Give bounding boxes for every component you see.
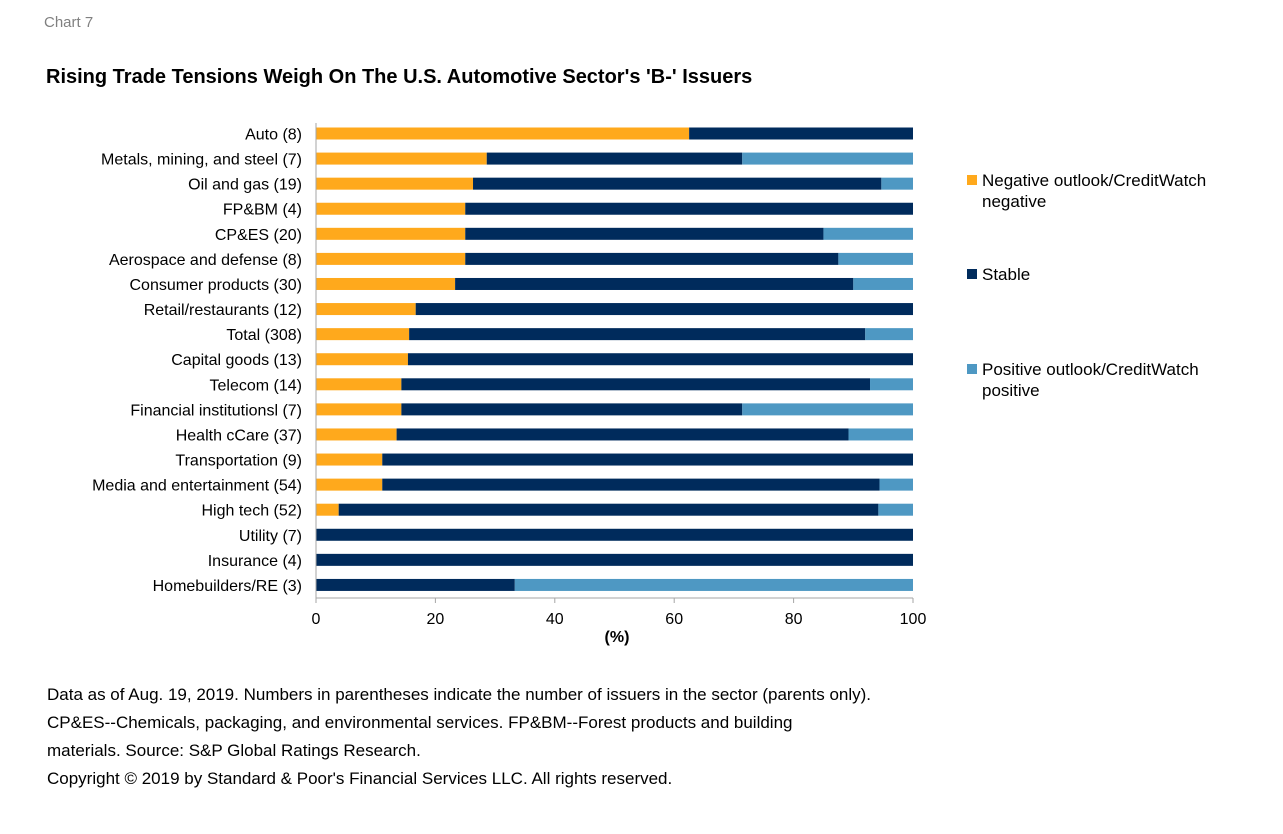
- footnote-copyright: Copyright © 2019 by Standard & Poor's Fi…: [47, 769, 673, 788]
- chart-title: Rising Trade Tensions Weigh On The U.S. …: [46, 66, 753, 88]
- bar-segment: [316, 152, 487, 165]
- bar-segment: [742, 152, 913, 165]
- bar-segment: [514, 578, 913, 591]
- bar-segment: [401, 378, 871, 391]
- bar-segment: [465, 227, 824, 240]
- bar-segment: [409, 328, 866, 341]
- legend-swatch: [967, 175, 977, 185]
- x-tick-label: 40: [546, 611, 564, 628]
- x-tick-label: 20: [427, 611, 445, 628]
- category-label: FP&BM (4): [223, 202, 302, 219]
- bar-segment: [316, 328, 410, 341]
- bar-segment: [316, 403, 402, 416]
- footnote-abbreviations: CP&ES--Chemicals, packaging, and environ…: [47, 713, 793, 732]
- bar-segment: [848, 428, 913, 441]
- x-tick-label: 0: [312, 611, 321, 628]
- category-label: High tech (52): [202, 503, 303, 520]
- bar-segment: [316, 378, 402, 391]
- bar-segment: [316, 127, 690, 140]
- chart-label: Chart 7: [44, 14, 94, 31]
- bar-segment: [865, 328, 913, 341]
- x-tick-label: 60: [665, 611, 683, 628]
- bar-segment: [316, 528, 913, 541]
- bar-segment: [316, 503, 339, 516]
- category-label: Aerospace and defense (8): [109, 252, 302, 269]
- category-label: Oil and gas (19): [188, 177, 302, 194]
- bar-segment: [881, 177, 913, 190]
- bar-segment: [879, 478, 913, 491]
- legend-label: Positive outlook/CreditWatch: [982, 360, 1199, 379]
- bar-segment: [316, 453, 383, 466]
- category-label: Homebuilders/RE (3): [153, 578, 302, 595]
- category-label: Total (308): [226, 327, 302, 344]
- footnote-source: materials. Source: S&P Global Ratings Re…: [47, 741, 421, 760]
- category-label: Media and entertainment (54): [92, 478, 302, 495]
- bar-segment: [382, 453, 914, 466]
- x-tick-label: 80: [785, 611, 803, 628]
- bar-segment: [823, 227, 913, 240]
- bar-segment: [316, 553, 913, 566]
- category-label: Insurance (4): [208, 553, 302, 570]
- bar-segment: [853, 277, 913, 290]
- bar-segment: [415, 303, 913, 316]
- legend-label-continued: positive: [982, 381, 1040, 400]
- bar-segment: [689, 127, 913, 140]
- bar-segment: [742, 403, 913, 416]
- category-label: Metals, mining, and steel (7): [101, 152, 302, 169]
- category-label: Transportation (9): [175, 453, 302, 470]
- bar-segment: [316, 303, 416, 316]
- bar-segment: [465, 202, 913, 215]
- bar-segment: [316, 478, 383, 491]
- bar-segment: [396, 428, 849, 441]
- legend-swatch: [967, 364, 977, 374]
- bar-segment: [486, 152, 743, 165]
- bar-segment: [316, 428, 397, 441]
- category-label: Auto (8): [245, 127, 302, 144]
- bar-segment: [465, 252, 839, 265]
- category-label: Health cCare (37): [176, 427, 302, 444]
- bar-segment: [870, 378, 913, 391]
- bar-segment: [316, 227, 466, 240]
- footnote-data-note: Data as of Aug. 19, 2019. Numbers in par…: [47, 685, 872, 704]
- category-label: Utility (7): [239, 528, 302, 545]
- bar-segment: [316, 578, 515, 591]
- bar-segment: [473, 177, 882, 190]
- category-label: Consumer products (30): [129, 277, 302, 294]
- legend-label: Stable: [982, 265, 1030, 284]
- bar-segment: [838, 252, 913, 265]
- bar-segment: [316, 252, 466, 265]
- category-label: Telecom (14): [210, 377, 302, 394]
- bar-segment: [316, 277, 456, 290]
- x-tick-label: 100: [900, 611, 927, 628]
- category-label: Retail/restaurants (12): [144, 302, 302, 319]
- category-label: CP&ES (20): [215, 227, 302, 244]
- legend-swatch: [967, 269, 977, 279]
- bar-segment: [878, 503, 913, 516]
- category-label: Capital goods (13): [171, 352, 302, 369]
- bar-segment: [316, 202, 466, 215]
- bar-segment: [407, 353, 913, 366]
- bar-segment: [316, 177, 474, 190]
- bar-segment: [382, 478, 880, 491]
- category-label: Financial institutionsl (7): [130, 402, 302, 419]
- legend-label: Negative outlook/CreditWatch: [982, 171, 1206, 190]
- bar-segment: [401, 403, 743, 416]
- x-axis-label: (%): [605, 629, 630, 646]
- bar-segment: [455, 277, 854, 290]
- legend-label-continued: negative: [982, 192, 1046, 211]
- bar-segment: [338, 503, 879, 516]
- bar-segment: [316, 353, 408, 366]
